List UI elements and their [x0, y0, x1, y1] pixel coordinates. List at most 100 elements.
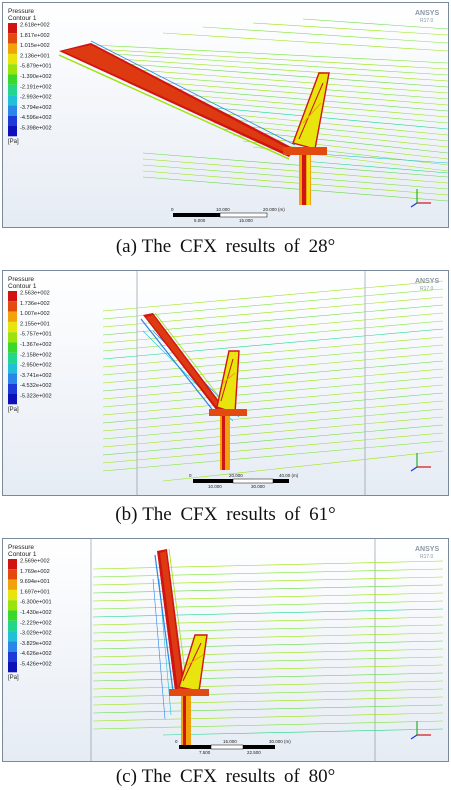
- axis-triad-a: [410, 189, 431, 208]
- legend-swatch-8: [8, 105, 17, 116]
- legend-swatch-5: [8, 342, 17, 353]
- scale-label-0: 0: [175, 739, 178, 744]
- legend-unit: [Pa]: [8, 139, 19, 145]
- legend-swatch-4: [8, 64, 17, 75]
- caption-text: The CFX results of 80°: [141, 766, 336, 787]
- scale-label-4: 30.000: [251, 484, 265, 489]
- scale-label-0: 0: [171, 207, 174, 212]
- caption-b: (b) The CFX results of 61°: [0, 504, 451, 526]
- legend-value-3: 2.136e+001: [20, 53, 50, 59]
- scale-bar-c: 0 15.000 30.000 (m) 7.500 22.500: [175, 739, 291, 755]
- brand-version: R17.0: [420, 286, 434, 292]
- legend-swatch-8: [8, 641, 17, 652]
- legend-value-0: 2.563e+002: [20, 291, 50, 297]
- legend-value-6: -2.158e+002: [20, 352, 52, 358]
- legend-unit: [Pa]: [8, 675, 19, 681]
- legend-value-0: 2.569e+002: [20, 559, 50, 565]
- axis-triad-b: [410, 453, 431, 472]
- brand-version: R17.0: [420, 554, 434, 560]
- legend-value-2: 1.015e+002: [20, 43, 50, 49]
- scale-label-2: 10.000: [216, 207, 230, 212]
- legend-swatch-1: [8, 301, 17, 312]
- scale-label-2: 40.00 (m): [279, 473, 299, 478]
- legend-swatch-0: [8, 23, 17, 34]
- legend-swatch-2: [8, 579, 17, 590]
- legend-c: Pressure Contour 1 2.569e+002 1.769e+002 9…: [8, 544, 52, 681]
- panel-a: Pressure Contour 1 2.618e+002 1.817e+002 1…: [2, 2, 449, 228]
- cfx-view-b: Pressure Contour 1 2.563e+002 1.736e+002 1…: [3, 271, 448, 495]
- scale-bar-a: 0 5.000 10.000 15.000 20.000 (m): [171, 207, 285, 223]
- legend-value-6: -2.229e+002: [20, 620, 52, 626]
- panel-c: Pressure Contour 1 2.569e+002 1.769e+002 9…: [2, 538, 449, 762]
- legend-swatch-1: [8, 33, 17, 44]
- legend-swatch-10: [8, 662, 17, 673]
- scale-label-3: 7.500: [199, 750, 211, 755]
- scale-label-4: 20.000 (m): [263, 207, 285, 212]
- legend-swatch-3: [8, 53, 17, 65]
- legend-swatch-8: [8, 373, 17, 384]
- legend-swatch-2: [8, 43, 17, 54]
- legend-colorbar: 2.618e+002 1.817e+002 1.015e+002 2.136e+001…: [8, 23, 52, 137]
- ansys-logo-c: ANSYS R17.0: [415, 546, 439, 560]
- legend-swatch-10: [8, 126, 17, 137]
- brand: ANSYS: [415, 278, 439, 285]
- legend-value-1: 1.817e+002: [20, 33, 50, 39]
- caption-a: (a) The CFX results of 28°: [0, 236, 451, 258]
- legend-value-4: -5.757e+001: [20, 332, 52, 338]
- scale-label-3: 15.000: [239, 218, 253, 223]
- legend-swatch-9: [8, 651, 17, 662]
- legend-value-8: -3.741e+002: [20, 373, 52, 379]
- ansys-logo-a: ANSYS R17.0: [415, 10, 439, 24]
- legend-a: Pressure Contour 1 2.618e+002 1.817e+002 1…: [8, 8, 52, 145]
- panel-b: Pressure Contour 1 2.563e+002 1.736e+002 1…: [2, 270, 449, 496]
- legend-value-2: 9.694e+001: [20, 579, 50, 585]
- scale-label-3: 10.000: [208, 484, 222, 489]
- legend-swatch-3: [8, 589, 17, 601]
- cfx-view-c: Pressure Contour 1 2.569e+002 1.769e+002 9…: [3, 539, 448, 761]
- caption-text: The CFX results of 28°: [141, 236, 336, 257]
- legend-value-4: -5.879e+001: [20, 64, 52, 70]
- legend-value-0: 2.618e+002: [20, 23, 50, 29]
- legend-value-5: -1.367e+002: [20, 342, 52, 348]
- legend-value-5: -1.390e+002: [20, 74, 52, 80]
- brand-version: R17.0: [420, 18, 434, 24]
- scale-bar-b: 0 20.000 40.00 (m) 10.000 30.000: [189, 473, 299, 489]
- legend-swatch-0: [8, 559, 17, 570]
- legend-value-5: -1.430e+002: [20, 610, 52, 616]
- scale-label-4: 22.500: [247, 750, 261, 755]
- legend-value-9: -4.596e+002: [20, 115, 52, 121]
- scale-label-0: 0: [189, 473, 192, 478]
- legend-value-7: -3.029e+002: [20, 631, 52, 637]
- caption-prefix: (c): [115, 766, 137, 787]
- legend-value-10: -5.398e+002: [20, 126, 52, 132]
- scale-label-1: 20.000: [229, 473, 243, 478]
- legend-value-2: 1.007e+002: [20, 311, 50, 317]
- caption-prefix: (b): [115, 504, 138, 525]
- legend-value-8: -3.829e+002: [20, 641, 52, 647]
- axis-triad-c: [410, 721, 431, 740]
- legend-title: Pressure: [8, 544, 34, 551]
- legend-swatch-7: [8, 363, 17, 374]
- legend-value-1: 1.736e+002: [20, 301, 50, 307]
- legend-swatch-1: [8, 569, 17, 580]
- legend-b: Pressure Contour 1 2.563e+002 1.736e+002 1…: [8, 276, 52, 413]
- legend-swatch-4: [8, 332, 17, 343]
- legend-swatch-6: [8, 352, 17, 364]
- scale-label-2: 30.000 (m): [269, 739, 291, 744]
- legend-swatch-6: [8, 84, 17, 96]
- legend-value-7: -2.993e+002: [20, 95, 52, 101]
- legend-swatch-4: [8, 600, 17, 611]
- legend-value-9: -4.532e+002: [20, 383, 52, 389]
- legend-value-3: 1.697e+001: [20, 589, 50, 595]
- brand: ANSYS: [415, 10, 439, 17]
- crane-structure-c: [154, 548, 209, 746]
- legend-subtitle: Contour 1: [8, 551, 37, 558]
- legend-swatch-3: [8, 321, 17, 333]
- legend-swatch-2: [8, 311, 17, 322]
- legend-colorbar: 2.563e+002 1.736e+002 1.007e+002 2.155e+001…: [8, 291, 52, 405]
- legend-swatch-7: [8, 631, 17, 642]
- legend-value-10: -5.426e+002: [20, 662, 52, 668]
- legend-value-9: -4.626e+002: [20, 651, 52, 657]
- crane-structure-a: [58, 40, 330, 205]
- legend-swatch-5: [8, 74, 17, 85]
